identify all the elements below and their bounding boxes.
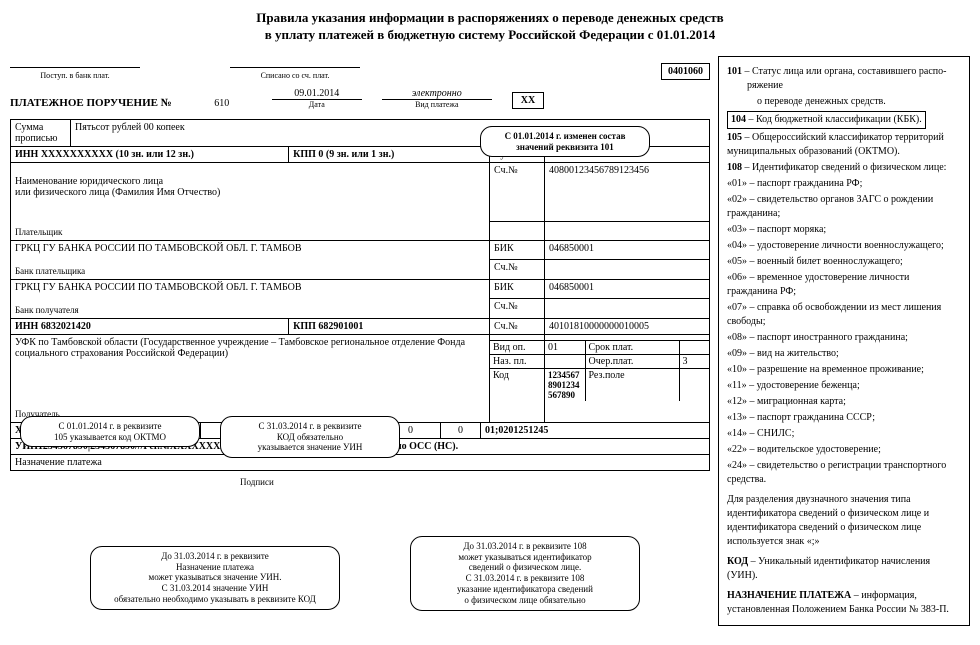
callout-nazn: До 31.03.2014 г. в реквизите Назначение … bbox=[90, 546, 340, 610]
status-101: XX bbox=[512, 92, 544, 109]
po-number: 610 bbox=[192, 98, 252, 109]
sch1-label: Сч.№ bbox=[490, 162, 545, 221]
bik2-value: 046850001 bbox=[545, 279, 710, 299]
date-label: Дата bbox=[272, 100, 362, 109]
vid-platezha: электронно bbox=[382, 88, 492, 100]
callout-108: До 31.03.2014 г. в реквизите 108 может у… bbox=[410, 536, 640, 611]
callout-101: С 01.01.2014 г. изменен состав значений … bbox=[480, 126, 650, 158]
po-date: 09.01.2014 bbox=[272, 88, 362, 100]
form-table: Сумма прописью Пятьсот рублей 00 копеек … bbox=[10, 119, 710, 423]
payment-order-form: Поступ. в банк плат. Списано со сч. плат… bbox=[10, 56, 710, 626]
summa-prop-label: Сумма прописью bbox=[11, 119, 71, 146]
bik1-label: БИК bbox=[490, 240, 545, 260]
bik2-label: БИК bbox=[490, 279, 545, 299]
bank-rcv-label: Банк получателя bbox=[15, 305, 79, 315]
inn-payer: ИНН XXXXXXXXXX (10 зн. или 12 зн.) bbox=[11, 146, 289, 162]
title-line-2: в уплату платежей в бюджетную систему Ро… bbox=[265, 27, 716, 42]
bank-payer-label: Банк плательщика bbox=[15, 266, 85, 276]
legend-panel: 101 – 101 – Статус лица или органа, сост… bbox=[718, 56, 970, 626]
sch1-value: 40800123456789123456 bbox=[545, 162, 710, 221]
document-page: Правила указания информации в распоряжен… bbox=[10, 10, 970, 626]
kod-uin: 1234567 8901234 567890 bbox=[545, 369, 585, 402]
callout-105: С 01.01.2014 г. в реквизите 105 указывае… bbox=[20, 416, 200, 448]
vid-label: Вид платежа bbox=[382, 100, 492, 109]
payer-name: Наименование юридического лица или физич… bbox=[15, 176, 220, 198]
kpp-rcv: КПП 682901001 bbox=[289, 318, 490, 334]
kpp-payer: КПП 0 (9 зн. или 1 зн.) bbox=[289, 146, 490, 162]
callout-kod: С 31.03.2014 г. в реквизите КОД обязател… bbox=[220, 416, 400, 458]
form-code: 0401060 bbox=[661, 63, 710, 80]
inn-rcv: ИНН 6832021420 bbox=[11, 318, 289, 334]
po-label: ПЛАТЕЖНОЕ ПОРУЧЕНИЕ № bbox=[10, 97, 172, 109]
payer-label: Плательщик bbox=[15, 227, 62, 237]
sch2-label: Сч.№ bbox=[490, 260, 545, 280]
rcv-name: УФК по Тамбовской области (Государственн… bbox=[15, 337, 465, 359]
page-title: Правила указания информации в распоряжен… bbox=[10, 10, 970, 44]
spisano-label: Списано со сч. плат. bbox=[230, 71, 360, 80]
sch3-value: 40101810000000010005 bbox=[545, 318, 710, 334]
bik1-value: 046850001 bbox=[545, 240, 710, 260]
postup-label: Поступ. в банк плат. bbox=[10, 71, 140, 80]
bank-payer: ГРКЦ ГУ БАНКА РОССИИ ПО ТАМБОВСКОЙ ОБЛ. … bbox=[15, 243, 302, 254]
title-line-1: Правила указания информации в распоряжен… bbox=[256, 10, 723, 25]
podpisi-label: Подписи bbox=[240, 477, 710, 487]
bank-rcv: ГРКЦ ГУ БАНКА РОССИИ ПО ТАМБОВСКОЙ ОБЛ. … bbox=[15, 282, 302, 293]
